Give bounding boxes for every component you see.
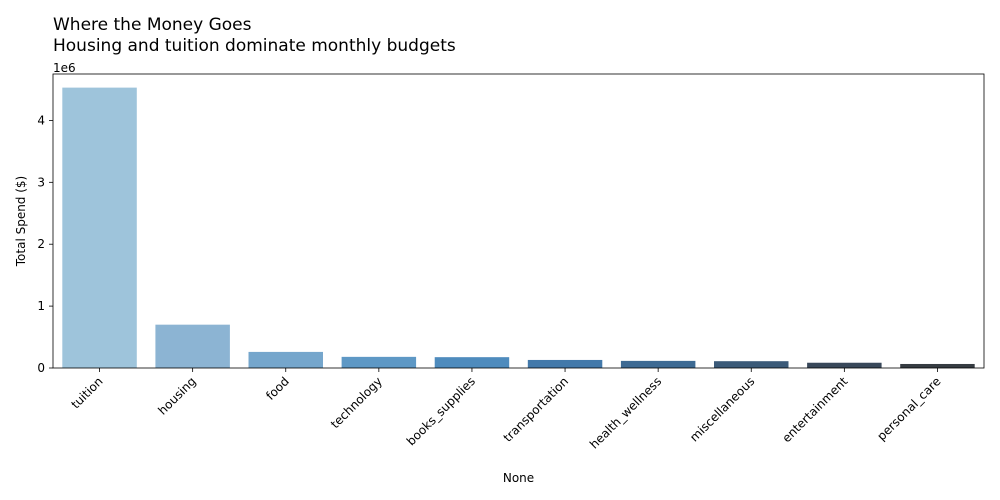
x-tick-label-housing: housing bbox=[155, 374, 198, 417]
x-tick-label-entertainment: entertainment bbox=[779, 374, 850, 445]
bars-group bbox=[62, 87, 975, 368]
bar-transportation bbox=[527, 359, 603, 368]
y-tick-label-4: 4 bbox=[37, 113, 45, 127]
chart-title: Where the Money Goes bbox=[53, 15, 252, 35]
x-tick-label-miscellaneous: miscellaneous bbox=[687, 374, 757, 444]
bar-health_wellness bbox=[620, 360, 696, 368]
bar-books_supplies bbox=[434, 357, 510, 368]
axes-group: 0 1 2 3 4 tuition housing food technology books_s… bbox=[37, 73, 985, 452]
y-axis-label: Total Spend ($) bbox=[14, 176, 28, 268]
bar-technology bbox=[341, 356, 417, 368]
x-tick-label-transportation: transportation bbox=[501, 374, 572, 445]
x-axis-label: None bbox=[503, 471, 534, 485]
x-tick-label-books_supplies: books_supplies bbox=[404, 374, 478, 448]
bar-personal_care bbox=[900, 363, 975, 368]
bar-housing bbox=[155, 324, 230, 368]
y-offset-label: 1e6 bbox=[53, 61, 76, 75]
bar-entertainment bbox=[807, 362, 882, 368]
x-tick-label-tuition: tuition bbox=[68, 374, 105, 411]
x-tick-label-food: food bbox=[263, 374, 292, 403]
x-tick-label-technology: technology bbox=[328, 374, 385, 431]
plot-frame bbox=[52, 73, 985, 369]
chart-subtitle: Housing and tuition dominate monthly bud… bbox=[53, 36, 456, 56]
y-tick-label-2: 2 bbox=[37, 237, 45, 251]
y-tick-label-3: 3 bbox=[37, 175, 45, 189]
y-tick-label-0: 0 bbox=[37, 361, 45, 375]
bar-tuition bbox=[62, 87, 137, 368]
x-tick-label-health_wellness: health_wellness bbox=[587, 374, 664, 451]
x-tick-label-personal_care: personal_care bbox=[874, 374, 943, 443]
bar-food bbox=[248, 351, 323, 368]
y-tick-label-1: 1 bbox=[37, 299, 45, 313]
bar-miscellaneous bbox=[714, 361, 789, 368]
